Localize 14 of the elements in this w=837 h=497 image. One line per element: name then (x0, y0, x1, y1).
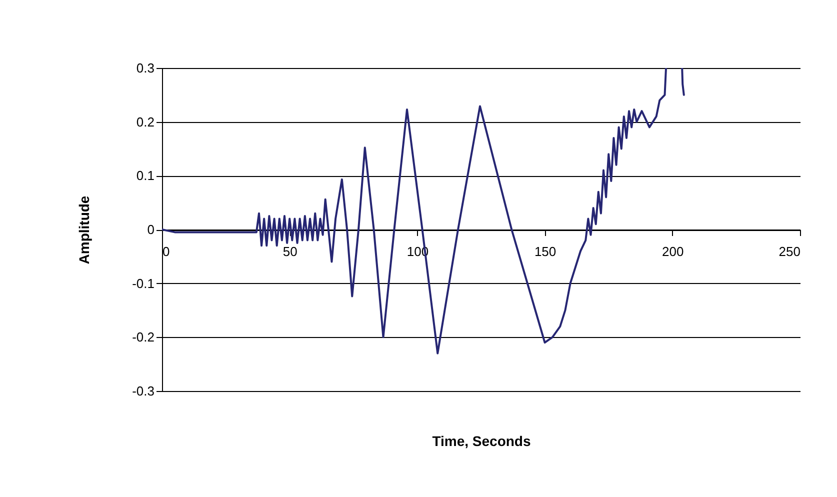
y-tick-label: 0 (147, 222, 154, 237)
x-tick-label: 150 (534, 244, 556, 259)
y-tick-label: 0.3 (136, 60, 154, 76)
x-tick-label: 50 (282, 244, 298, 259)
x-tick-label: 200 (662, 244, 684, 259)
x-tick-label: 0 (162, 244, 170, 259)
y-tick-label: -0.3 (132, 384, 154, 398)
y-tick-label: 0.2 (136, 114, 154, 130)
y-tick-label: -0.2 (132, 330, 154, 345)
y-tick-label: -0.1 (132, 276, 154, 291)
x-axis-title: Time, Seconds (432, 433, 531, 449)
y-tick-label: 0.1 (136, 168, 154, 184)
y-axis-title: Amplitude (76, 196, 92, 264)
x-tick-label: 250 (778, 244, 800, 259)
